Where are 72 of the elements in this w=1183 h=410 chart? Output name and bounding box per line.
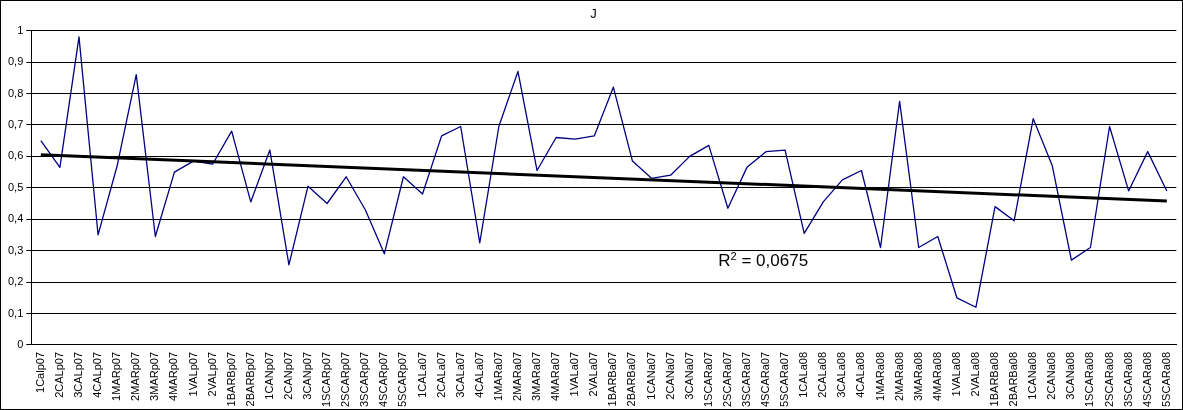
x-tick-label: 2BARBa07 (625, 351, 638, 407)
x-tick-label: 3MARp07 (148, 351, 161, 401)
y-tick-label: 0,5 (7, 180, 24, 193)
x-tick-label: 1CANp07 (262, 351, 275, 400)
x-tick-label: 4CALa07 (472, 351, 485, 398)
x-tick-label: 5SCARa07 (778, 351, 791, 408)
x-tick-label: 3CANa07 (682, 351, 695, 400)
x-tick-label: 1SCARa07 (701, 351, 714, 408)
x-tick-label: 2VALp07 (205, 351, 218, 397)
x-tick-label: 2MARa08 (892, 351, 905, 401)
x-tick-label: 2VALa07 (587, 351, 600, 397)
x-tick-label: 1BARBp07 (224, 351, 237, 407)
x-tick-label: 1CANa08 (1026, 351, 1039, 400)
x-tick-label: 2CALa07 (434, 351, 447, 398)
y-tick-label: 0 (17, 338, 24, 350)
x-tick-label: 4CALa08 (854, 351, 867, 398)
x-tick-label: 2BARBp07 (243, 351, 256, 407)
y-tick-label: 0,6 (7, 149, 24, 162)
x-tick-label: 1Calp07 (33, 351, 46, 393)
x-tick-label: 1MARa08 (873, 351, 886, 401)
x-tick-label: 5SCARa08 (1159, 351, 1172, 408)
x-tick-label: 2MARp07 (129, 351, 142, 401)
x-tick-label: 2CALp07 (52, 351, 65, 398)
x-tick-label: 3MARa07 (530, 351, 543, 401)
x-tick-label: 3MARa08 (911, 351, 924, 401)
x-tick-label: 4CALp07 (91, 351, 104, 398)
x-tick-label: 3CALp07 (72, 351, 85, 398)
x-tick-label: 3CANp07 (301, 351, 314, 400)
x-tick-label: 3SCARa08 (1121, 351, 1134, 408)
x-tick-label: 1VALp07 (186, 351, 199, 397)
x-tick-label: 1CALa07 (415, 351, 428, 398)
y-tick-label: 0,2 (7, 275, 24, 288)
x-tick-label: 2CALa08 (816, 351, 829, 398)
x-tick-label: 1CALa08 (797, 351, 810, 398)
x-tick-label: 4MARa08 (930, 351, 943, 401)
x-tick-label: 4SCARp07 (377, 351, 390, 408)
x-tick-label: 1VALa08 (949, 351, 962, 397)
x-tick-label: 3CALa08 (835, 351, 848, 398)
y-tick-label: 0,4 (7, 212, 24, 225)
x-tick-label: 1MARa07 (491, 351, 504, 401)
x-tick-label: 2MARa07 (510, 351, 523, 401)
x-tick-label: 2CANa08 (1045, 351, 1058, 400)
x-tick-label: 2VALa08 (968, 351, 981, 397)
y-tick-label: 0,8 (7, 86, 24, 99)
x-tick-label: 1SCARa08 (1083, 351, 1096, 408)
y-tick-label: 0,9 (7, 55, 24, 68)
x-tick-label: 3SCARp07 (358, 351, 371, 408)
chart-title: J (590, 6, 597, 22)
y-tick-label: 1 (17, 23, 24, 36)
x-tick-label: 5SCARp07 (396, 351, 409, 408)
x-tick-label: 2BARBa08 (1007, 351, 1020, 407)
x-tick-label: 3CANa08 (1064, 351, 1077, 400)
x-tick-label: 2SCARa08 (1102, 351, 1115, 408)
x-tick-label: 1CANa07 (644, 351, 657, 400)
y-tick-label: 0,3 (7, 243, 24, 256)
x-tick-label: 3SCARa07 (739, 351, 752, 408)
x-tick-label: 2SCARp07 (339, 351, 352, 408)
x-tick-label: 2CANp07 (281, 351, 294, 400)
x-tick-label: 2SCARa07 (720, 351, 733, 408)
x-tick-label: 1BARBa07 (606, 351, 619, 407)
x-tick-label: 1VALa07 (568, 351, 581, 397)
x-tick-label: 1SCARp07 (320, 351, 333, 408)
y-tick-label: 0,7 (7, 117, 24, 130)
x-tick-label: 4MARp07 (167, 351, 180, 401)
x-tick-label: 3CALa07 (453, 351, 466, 398)
x-tick-label: 4SCARa08 (1140, 351, 1153, 408)
x-tick-label: 4MARa07 (549, 351, 562, 401)
x-tick-label: 4SCARa07 (759, 351, 772, 408)
x-tick-label: 1MARp07 (110, 351, 123, 401)
x-tick-label: 2CANa07 (663, 351, 676, 400)
x-tick-label: 1BARBa08 (988, 351, 1001, 407)
y-tick-label: 0,1 (7, 306, 24, 319)
